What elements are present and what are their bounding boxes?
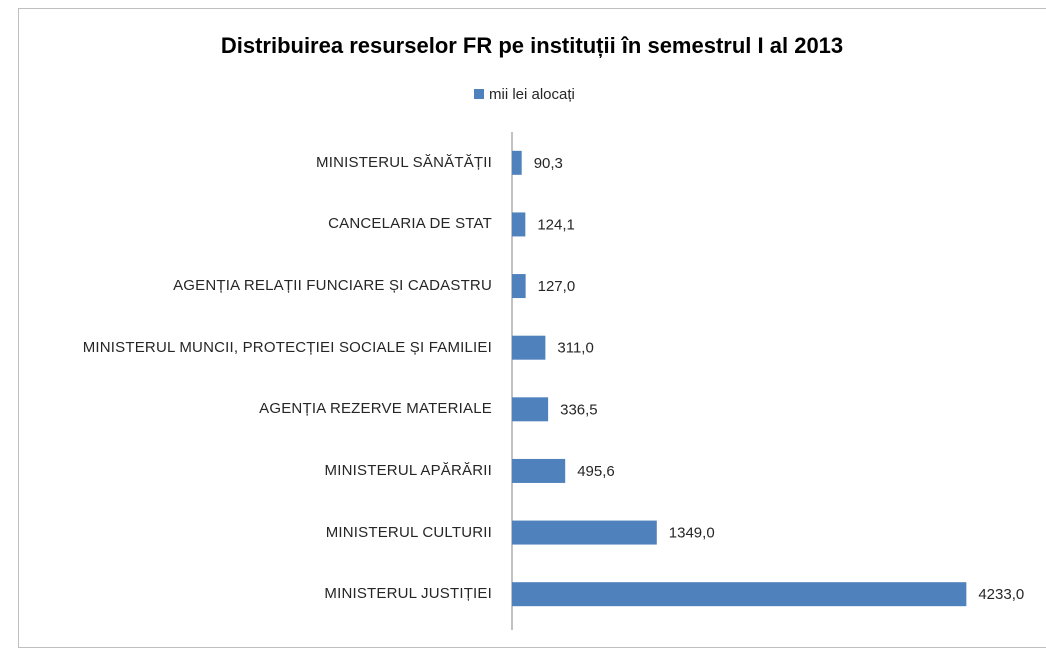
y-tick-label: MINISTERUL JUSTIȚIEI [324,585,492,603]
legend-label: mii lei alocați [489,86,575,103]
y-tick-label: MINISTERUL CULTURII [325,523,492,541]
bar [512,582,967,607]
data-label: 495,6 [577,463,615,480]
data-label: 4233,0 [978,586,1024,603]
data-label: 336,5 [560,401,598,418]
bar [512,397,549,422]
bar [512,274,526,299]
data-label: 124,1 [537,216,575,233]
bar [512,520,657,545]
bar [512,335,546,360]
y-tick-label: MINISTERUL APĂRĂRII [324,461,492,479]
y-tick-label: MINISTERUL MUNCII, PROTECȚIEI SOCIALE ȘI… [82,338,492,356]
y-tick-label: AGENȚIA REZERVE MATERIALE [259,400,492,418]
legend-swatch [474,89,484,99]
y-tick-label: AGENȚIA RELAȚII FUNCIARE ȘI CADASTRU [173,277,492,295]
bar [512,458,566,483]
bar [512,150,522,175]
data-label: 90,3 [534,155,563,172]
y-tick-label: MINISTERUL SĂNĂTĂȚII [316,153,492,171]
data-label: 1349,0 [669,525,715,542]
chart-title: Distribuirea resurselor FR pe instituții… [221,33,843,58]
bar [512,212,526,237]
y-tick-label: CANCELARIA DE STAT [328,215,492,233]
data-label: 311,0 [557,340,593,357]
data-label: 127,0 [538,278,576,295]
